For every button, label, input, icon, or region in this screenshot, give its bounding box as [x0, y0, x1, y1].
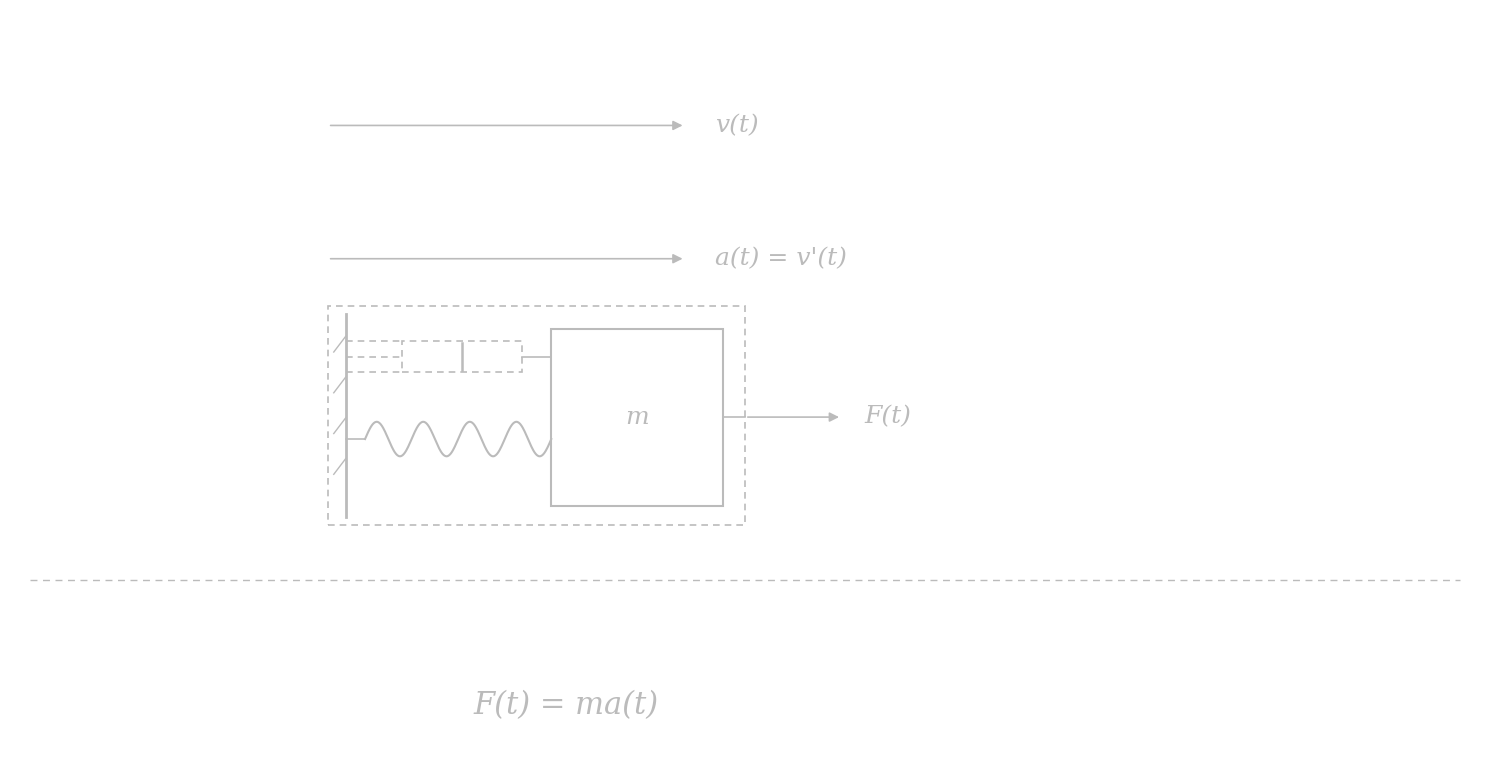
Text: v(t): v(t) [715, 114, 758, 137]
Text: a(t) = v'(t): a(t) = v'(t) [715, 247, 848, 270]
Bar [551, 329, 723, 506]
Text: m: m [626, 405, 648, 429]
Text: F(t) = ma(t): F(t) = ma(t) [474, 690, 659, 721]
Bar [402, 341, 522, 372]
Bar [328, 306, 745, 525]
Text: F(t): F(t) [864, 405, 910, 429]
